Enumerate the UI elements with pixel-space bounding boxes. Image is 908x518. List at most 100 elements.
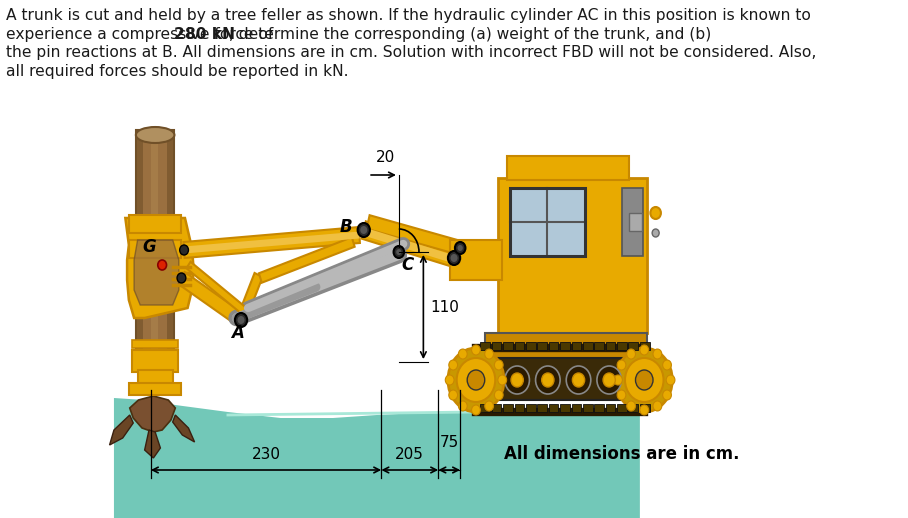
Text: All dimensions are in cm.: All dimensions are in cm. (504, 445, 739, 463)
Circle shape (494, 390, 503, 400)
Circle shape (511, 373, 523, 387)
Circle shape (597, 366, 621, 394)
Bar (571, 404, 581, 412)
Polygon shape (449, 240, 502, 280)
Bar (515, 342, 524, 350)
Bar (595, 404, 604, 412)
Bar (538, 342, 547, 350)
Circle shape (459, 349, 468, 359)
Polygon shape (110, 415, 133, 445)
Bar (510, 188, 585, 256)
Bar (560, 404, 569, 412)
Circle shape (468, 370, 485, 390)
Bar (492, 342, 501, 350)
Bar (507, 156, 629, 180)
Circle shape (177, 273, 186, 283)
Bar (617, 404, 627, 412)
Bar (503, 404, 513, 412)
Circle shape (653, 401, 662, 411)
Bar (129, 383, 182, 395)
Circle shape (498, 375, 507, 385)
Circle shape (393, 246, 404, 258)
Text: 280 kN: 280 kN (174, 26, 235, 41)
Polygon shape (183, 227, 360, 258)
Bar (503, 342, 513, 350)
Polygon shape (237, 273, 262, 322)
Text: all required forces should be reported in kN.: all required forces should be reported i… (6, 64, 349, 79)
Bar (628, 404, 638, 412)
Bar (583, 404, 593, 412)
Circle shape (235, 313, 247, 327)
Bar (166, 130, 173, 355)
Circle shape (650, 207, 661, 219)
Circle shape (396, 249, 401, 255)
Bar (136, 130, 174, 355)
Circle shape (536, 366, 560, 394)
Text: 205: 205 (395, 447, 424, 462)
Circle shape (617, 348, 672, 412)
Bar (548, 342, 558, 350)
Bar (629, 213, 642, 231)
Polygon shape (130, 396, 175, 432)
Bar (489, 351, 646, 363)
Bar (526, 342, 536, 350)
Bar (480, 404, 490, 412)
Circle shape (485, 401, 493, 411)
Polygon shape (259, 237, 355, 283)
Circle shape (449, 360, 458, 370)
Bar (595, 342, 604, 350)
Circle shape (358, 223, 370, 237)
Polygon shape (365, 228, 457, 264)
Text: 110: 110 (430, 299, 459, 314)
Text: 230: 230 (252, 447, 281, 462)
Circle shape (572, 373, 585, 387)
Bar (480, 342, 490, 350)
Bar (560, 342, 569, 350)
Circle shape (180, 245, 189, 255)
Circle shape (617, 360, 626, 370)
Bar (571, 342, 581, 350)
Bar (617, 342, 627, 350)
Text: experience a compressive force of: experience a compressive force of (6, 26, 283, 41)
Circle shape (457, 358, 495, 402)
Circle shape (449, 390, 458, 400)
Bar (133, 340, 178, 348)
Text: 75: 75 (439, 435, 459, 450)
Polygon shape (125, 218, 193, 318)
Circle shape (627, 349, 636, 359)
Circle shape (360, 226, 367, 234)
Text: the pin reactions at B. All dimensions are in cm. Solution with incorrect FBD wi: the pin reactions at B. All dimensions a… (6, 45, 816, 60)
Bar (515, 404, 524, 412)
Text: B: B (340, 218, 352, 236)
Bar (498, 178, 646, 333)
Circle shape (636, 370, 653, 390)
Text: G: G (143, 238, 156, 256)
Circle shape (663, 390, 671, 400)
Polygon shape (178, 272, 244, 326)
Circle shape (542, 373, 554, 387)
Polygon shape (367, 215, 461, 255)
Bar (151, 130, 158, 355)
Text: A trunk is cut and held by a tree feller as shown. If the hydraulic cylinder AC : A trunk is cut and held by a tree feller… (6, 8, 811, 23)
Bar (606, 342, 616, 350)
Bar (640, 342, 649, 350)
Bar (538, 404, 547, 412)
Bar (640, 404, 649, 412)
Circle shape (617, 390, 626, 400)
Polygon shape (144, 430, 161, 458)
Bar (628, 342, 638, 350)
Bar (548, 404, 558, 412)
Circle shape (627, 401, 636, 411)
Bar (129, 215, 182, 233)
Circle shape (471, 405, 480, 415)
Bar (129, 240, 182, 258)
Circle shape (445, 375, 454, 385)
Circle shape (640, 405, 648, 415)
Circle shape (450, 254, 458, 262)
Circle shape (485, 349, 493, 359)
Polygon shape (183, 232, 360, 253)
Circle shape (459, 401, 468, 411)
Polygon shape (186, 262, 248, 315)
Bar (510, 188, 585, 256)
Circle shape (663, 360, 671, 370)
